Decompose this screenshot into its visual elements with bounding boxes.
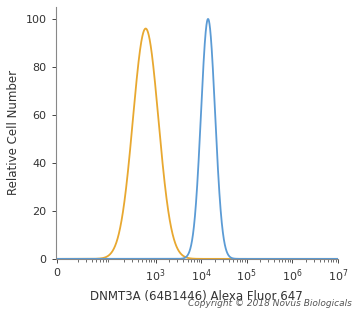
X-axis label: DNMT3A (64B1446) Alexa Fluor 647: DNMT3A (64B1446) Alexa Fluor 647	[90, 290, 303, 303]
Y-axis label: Relative Cell Number: Relative Cell Number	[7, 70, 20, 196]
Text: Copyright © 2018 Novus Biologicals: Copyright © 2018 Novus Biologicals	[187, 299, 351, 308]
